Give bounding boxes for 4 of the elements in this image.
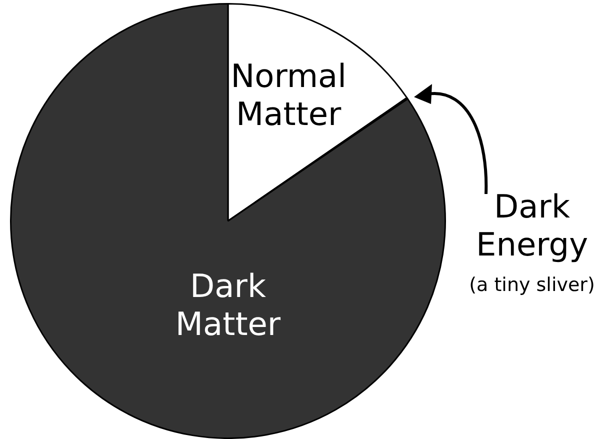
text: (a tiny sliver)	[469, 274, 595, 296]
legend-label: Normal Matter	[230, 56, 347, 133]
slice-label: Dark Matter	[175, 267, 282, 344]
slice-label: Dark Energy	[476, 187, 588, 264]
